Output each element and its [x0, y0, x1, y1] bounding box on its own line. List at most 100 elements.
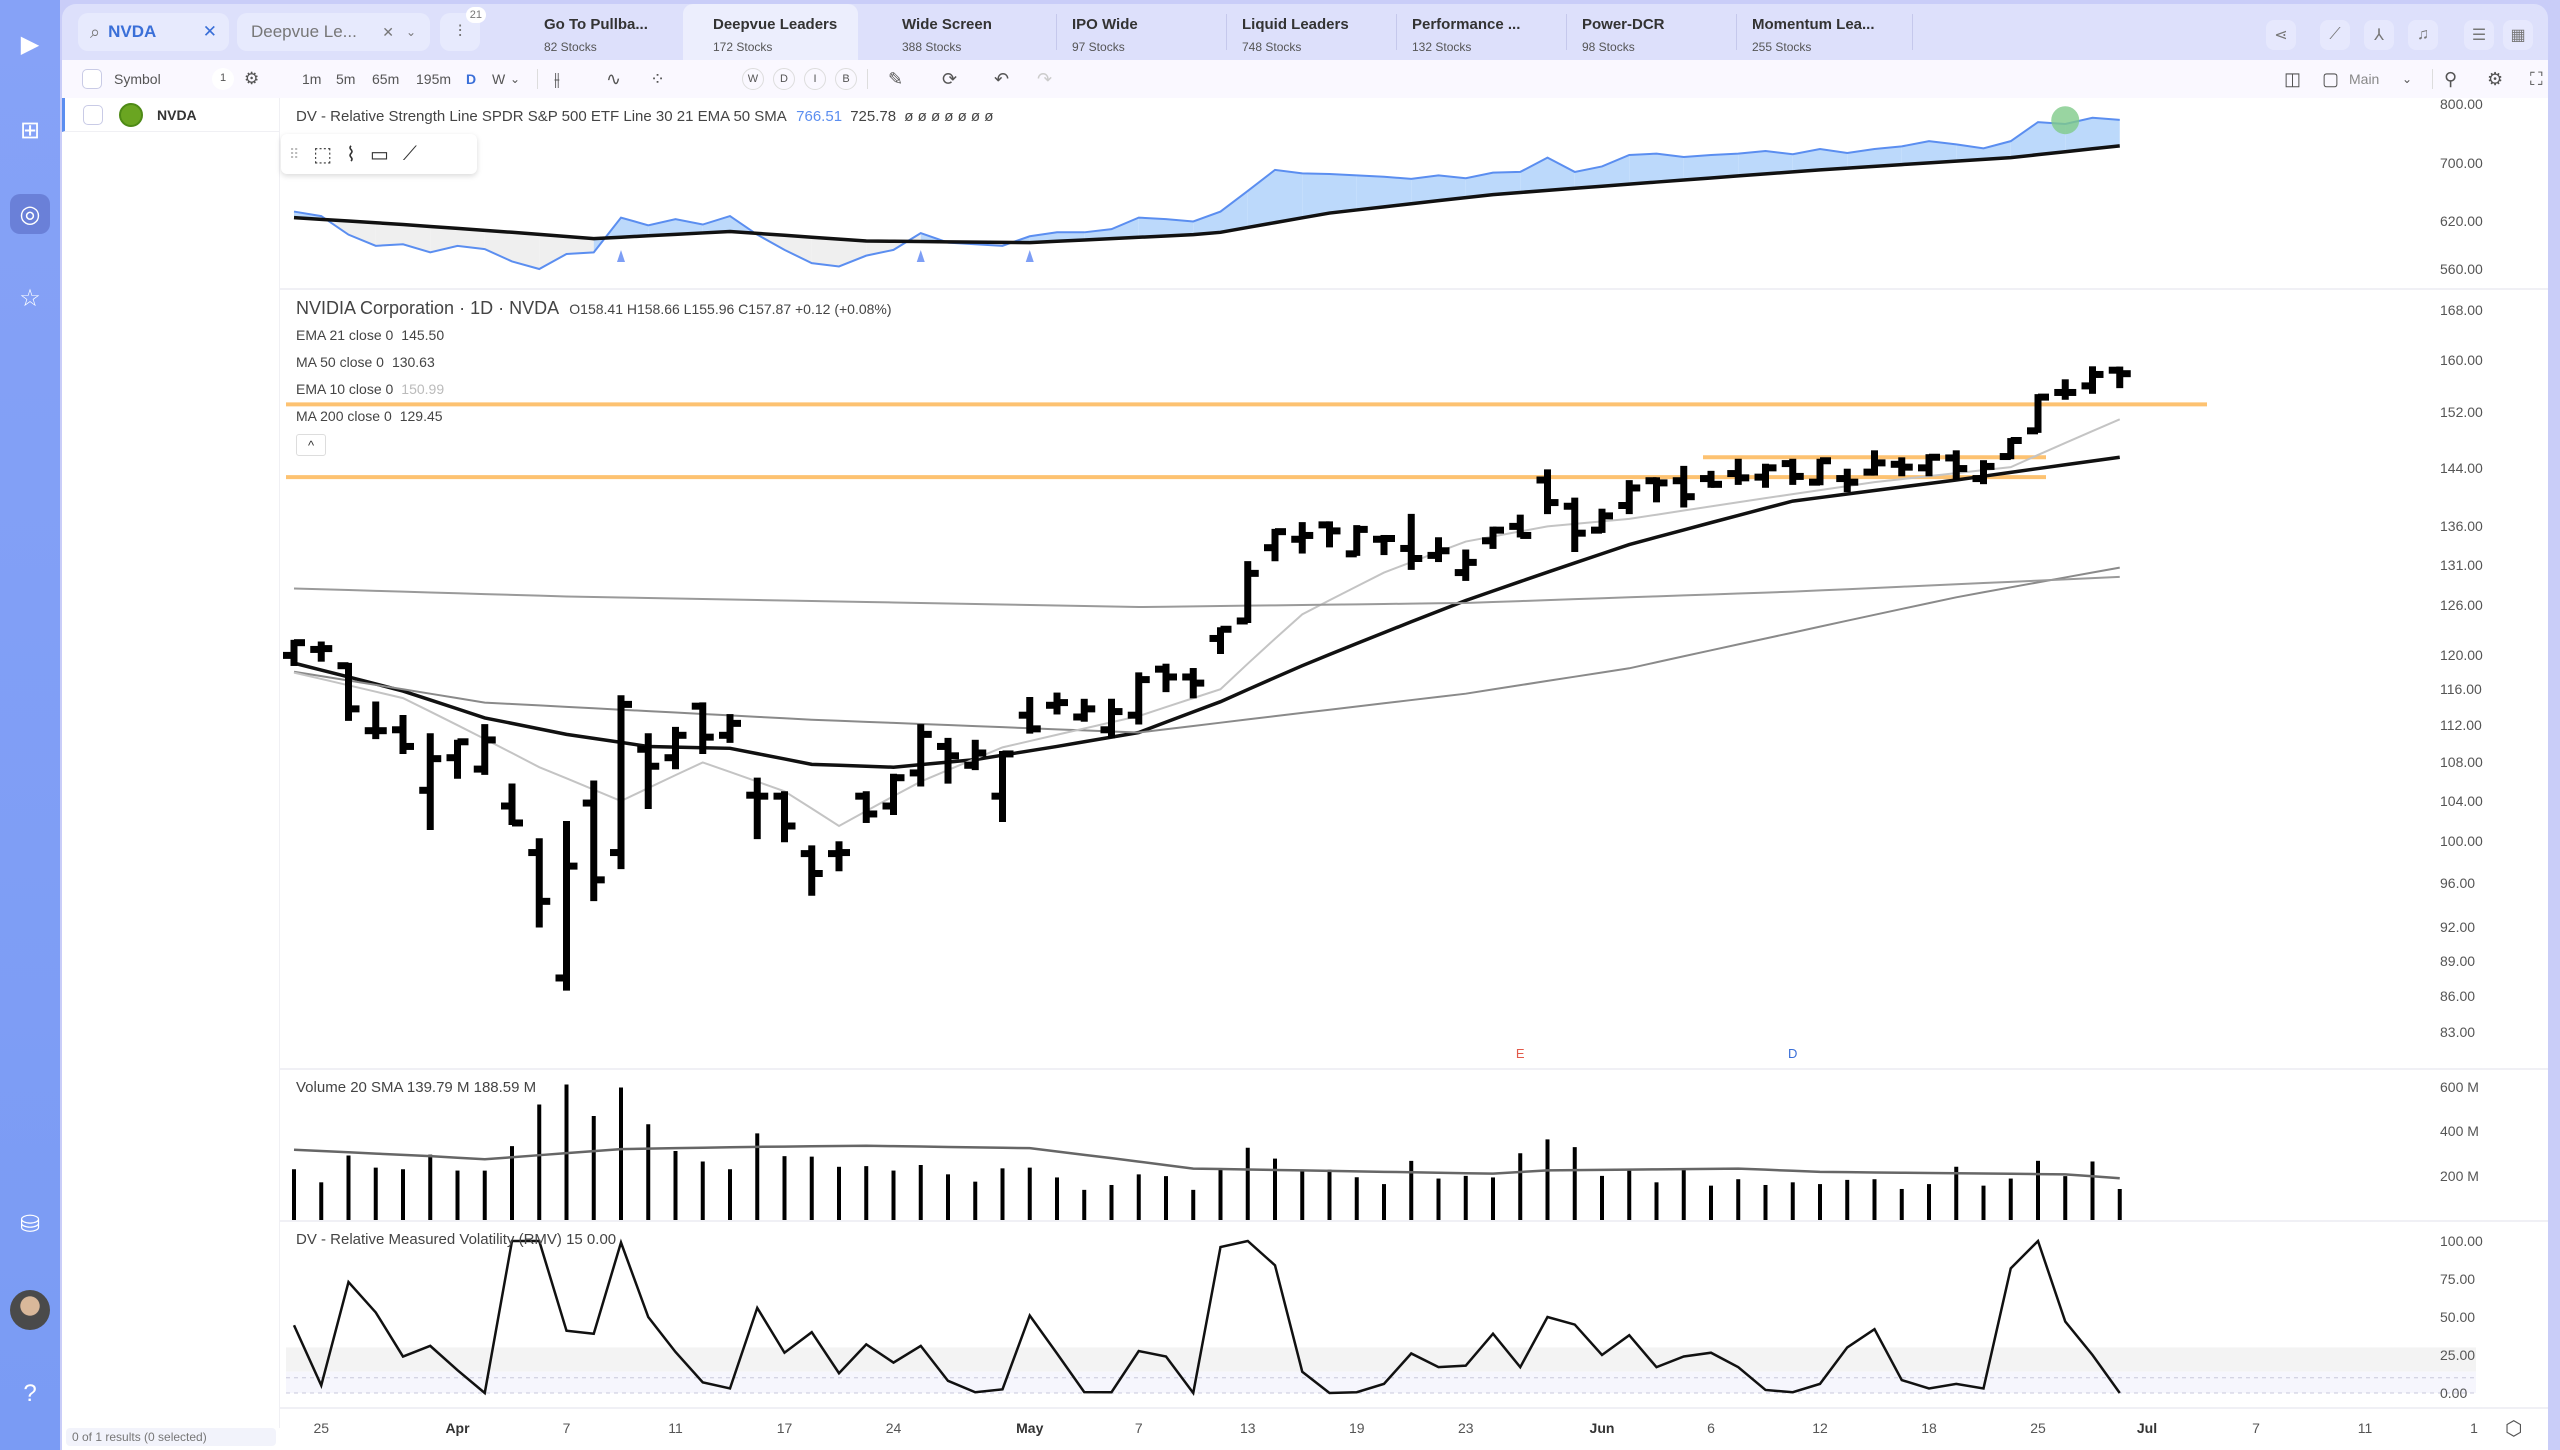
rs-fill	[811, 237, 839, 267]
rs-sma-line	[293, 144, 2120, 245]
rs-fill	[1329, 174, 1357, 214]
timeframe-D[interactable]: D	[466, 71, 477, 87]
watchlist-tab[interactable]: IPO Wide 97 Stocks	[1062, 4, 1237, 60]
layout-chevron-icon[interactable]: ⌄	[2402, 72, 2413, 86]
study-value: 150.99	[401, 381, 445, 397]
rectangle-tool-icon[interactable]: ⬚	[313, 143, 333, 166]
logo-play-icon[interactable]: ▶	[20, 30, 40, 58]
content-area	[62, 98, 2548, 1450]
watchlist-tab[interactable]: Deepvue Leaders 172 Stocks	[683, 4, 858, 60]
pencil-icon[interactable]: ✎	[888, 69, 904, 89]
templates-icon[interactable]: ⁘	[650, 69, 666, 89]
tab-divider	[1396, 14, 1397, 50]
star-icon[interactable]: ☆	[19, 284, 41, 312]
avatar[interactable]	[10, 1290, 50, 1330]
symbol-list: NVDA	[62, 98, 280, 1428]
study-legend-row[interactable]: MA 200 close 0 129.45	[296, 408, 443, 424]
ohlc-bar	[446, 738, 469, 779]
comment-tool-icon[interactable]: ▭	[369, 143, 389, 166]
ma-line-ma-200	[293, 575, 2120, 609]
bell-icon[interactable]: ♫	[2408, 20, 2438, 50]
rs-fill	[1247, 169, 1275, 228]
filter-button[interactable]: ⫶ 21	[440, 7, 486, 51]
time-axis-label: 13	[1239, 1420, 1256, 1436]
chart-settings-gear-icon[interactable]: ⚙	[2487, 69, 2504, 89]
collapse-legend-button[interactable]: ^	[296, 434, 326, 456]
watchlist-tab[interactable]: Wide Screen 388 Stocks	[892, 4, 1067, 60]
undo-icon[interactable]: ↶	[994, 69, 1010, 89]
period-button-B[interactable]: B	[835, 68, 857, 90]
chart-toolbar: Symbol 1 ⚙ 1m 5m 65m 195m D W ⌄ ⫲ ∿ ⁘ W D I B ✎ ⟳ ↶ ↷ ◫ ▢ Main ⌄…	[62, 60, 2548, 98]
clear-search-icon[interactable]: ✕	[202, 22, 217, 41]
earnings-marker[interactable]: E	[1516, 1046, 1525, 1061]
ohlc-bar	[1563, 497, 1586, 552]
rmv-axis-label: 75.00	[2440, 1271, 2476, 1287]
fullscreen-icon[interactable]: ⛶	[2530, 69, 2543, 89]
learn-icon[interactable]: ⛁	[19, 1210, 41, 1238]
select-all-checkbox[interactable]	[82, 69, 102, 89]
chart-settings-icon[interactable]: ⬡	[2505, 1418, 2523, 1440]
dividend-marker[interactable]: D	[1788, 1046, 1797, 1061]
indicators-icon[interactable]: ⫲	[554, 69, 560, 89]
watchlist-tab[interactable]: Go To Pullba... 82 Stocks	[534, 4, 709, 60]
timeframe-1m[interactable]: 1m	[302, 71, 322, 87]
list-view-icon[interactable]: ☰	[2464, 20, 2494, 50]
search-input[interactable]: NVDA	[108, 22, 157, 41]
price-axis-label: 120.00	[2440, 646, 2483, 663]
rs-fill	[1629, 153, 1657, 185]
timeframe-W[interactable]: W	[492, 71, 506, 87]
layout-name[interactable]: Main	[2349, 71, 2380, 87]
chevron-down-icon[interactable]: ⌄	[405, 25, 416, 39]
trendline-tool-icon[interactable]: ⟋	[402, 142, 417, 165]
drag-handle-icon[interactable]: ⠿	[289, 145, 300, 162]
rs-fill	[784, 235, 812, 264]
help-icon[interactable]: ?	[23, 1380, 37, 1407]
study-legend-row[interactable]: EMA 21 close 0 145.50	[296, 327, 444, 343]
rs-fill	[1847, 148, 1875, 169]
timeframe-5m[interactable]: 5m	[336, 71, 356, 87]
folder-icon[interactable]: ▢	[2322, 69, 2340, 89]
list-settings-icon[interactable]: ⚙	[244, 69, 260, 88]
tab-divider	[1736, 14, 1737, 50]
indicator-tool-icon[interactable]: ⌇	[346, 143, 356, 166]
compare-icon[interactable]: ∿	[606, 69, 622, 89]
list-item[interactable]: NVDA	[62, 98, 280, 132]
radar-icon[interactable]: ◎	[10, 194, 50, 234]
refresh-icon[interactable]: ⟳	[942, 69, 958, 89]
period-button-D[interactable]: D	[773, 68, 795, 90]
layout-icon[interactable]: ⊞	[19, 116, 41, 144]
grid-view-icon[interactable]: ▦	[2503, 20, 2533, 50]
timeframe-195m[interactable]: 195m	[416, 71, 452, 87]
study-legend-row[interactable]: EMA 10 close 0 150.99	[296, 381, 444, 397]
price-axis-label: 104.00	[2440, 793, 2483, 810]
timeframe-chevron-icon[interactable]: ⌄	[510, 72, 521, 86]
quick-search-icon[interactable]: ⚲	[2444, 69, 2458, 89]
watchlist-tab[interactable]: Power-DCR 98 Stocks	[1572, 4, 1747, 60]
tab-title: Liquid Leaders	[1242, 16, 1349, 33]
rs-fill	[675, 219, 703, 235]
period-button-W[interactable]: W	[742, 68, 764, 90]
period-button-I[interactable]: I	[804, 68, 826, 90]
timeframe-65m[interactable]: 65m	[372, 71, 400, 87]
search-box[interactable]: ⌕ NVDA ✕	[78, 13, 229, 51]
rs-fill	[1956, 144, 1984, 162]
study-value: 130.63	[391, 354, 435, 370]
redo-icon[interactable]: ↷	[1037, 69, 1053, 89]
layout-icon[interactable]: ◫	[2284, 69, 2302, 89]
share-icon[interactable]: ⋖	[2266, 20, 2296, 50]
watchlist-tab[interactable]: Liquid Leaders 748 Stocks	[1232, 4, 1407, 60]
time-axis-label: 18	[1921, 1420, 1937, 1436]
watchlist-tab[interactable]: Momentum Lea... 255 Stocks	[1742, 4, 1917, 60]
time-axis-label: 23	[1457, 1420, 1474, 1436]
study-legend-row[interactable]: MA 50 close 0 130.63	[296, 354, 435, 370]
network-icon[interactable]: ⅄	[2364, 20, 2394, 50]
rs-fill	[1493, 171, 1521, 195]
chart-icon[interactable]: ⟋	[2320, 20, 2350, 50]
ohlc-bar	[1700, 470, 1722, 488]
watchlist-tab[interactable]: Performance ... 132 Stocks	[1402, 4, 1577, 60]
ohlc-bar	[1809, 457, 1831, 486]
row-checkbox[interactable]	[83, 105, 103, 125]
clear-icon[interactable]: ✕	[382, 23, 394, 40]
watchlist-dropdown[interactable]: Deepvue Le... ✕ ⌄	[237, 13, 430, 51]
